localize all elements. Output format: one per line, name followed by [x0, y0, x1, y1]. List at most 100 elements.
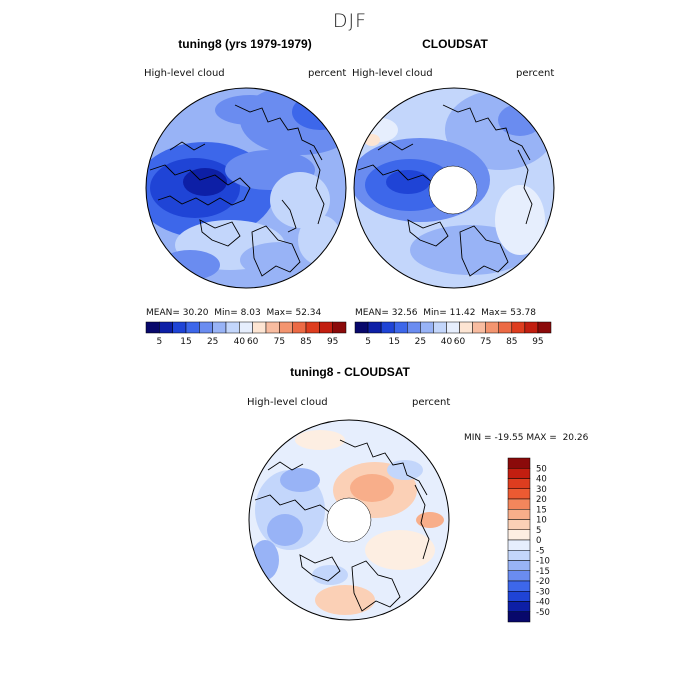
colorbar-3-tick-label: 0	[536, 536, 541, 546]
colorbar-2-swatch	[446, 321, 460, 334]
colorbar-2-swatch	[459, 321, 473, 334]
colorbar-2-swatch	[420, 321, 434, 334]
colorbar-3-tick-label: -5	[536, 546, 544, 556]
colorbar-3-tick-label: -20	[536, 577, 550, 587]
panel-3-title: tuning8 - CLOUDSAT	[290, 365, 410, 379]
panel-2-max-label: Max=	[481, 308, 508, 318]
colorbar-1-swatch	[332, 321, 347, 334]
panel-1-max-label: Max=	[266, 308, 293, 318]
colorbar-1-swatch	[185, 321, 200, 334]
colorbar-1-swatch	[199, 321, 213, 334]
panel-2-min-value: 11.42	[449, 308, 476, 318]
colorbar-3-tick-label: 10	[536, 516, 547, 526]
colorbar-1-tick-label: 15	[180, 337, 191, 347]
colorbar-2-tick-label: 85	[506, 337, 517, 347]
panel-3-min-value: -19.55	[494, 433, 524, 443]
panel-2-min-label: Min=	[423, 308, 447, 318]
colorbar-3-tick-label: -10	[536, 557, 550, 567]
colorbar-2-swatch	[524, 321, 539, 334]
colorbar-3-swatch	[507, 519, 531, 530]
panel-2-mean-label: MEAN=	[355, 308, 389, 318]
colorbar-3-swatch	[507, 601, 531, 612]
panel-3-variable-label: High-level cloud	[247, 397, 328, 408]
colorbar-2-tick-label: 60	[454, 337, 466, 347]
panel-1-mean-label: MEAN=	[146, 308, 180, 318]
colorbar-1-tick-label: 95	[327, 337, 338, 347]
colorbar-1-swatch	[212, 321, 227, 334]
colorbar-2-tick-label: 95	[532, 337, 543, 347]
map-panel-1	[145, 87, 347, 289]
panel-2-units-label: percent	[516, 68, 555, 79]
colorbar-2-swatch	[472, 321, 486, 334]
colorbar-3-tick-label: 20	[536, 495, 547, 505]
colorbar-panel-1: 5 15 25 40 60 75 85 95	[145, 321, 347, 347]
colorbar-3-swatch	[507, 509, 531, 520]
colorbar-1-tick-label: 85	[300, 337, 311, 347]
colorbar-2-swatch	[485, 321, 499, 334]
panel-2-title: CLOUDSAT	[422, 37, 488, 51]
colorbar-3-swatch	[507, 539, 531, 551]
colorbar-1-swatch	[172, 321, 187, 334]
panel-1-max-value: 52.34	[295, 308, 322, 318]
colorbar-2-swatch	[354, 321, 369, 334]
colorbar-1-tick-label: 40	[234, 337, 246, 347]
colorbar-3-tick-label: -15	[536, 567, 550, 577]
colorbar-2-tick-label: 15	[388, 337, 399, 347]
panel-3-max-label: MAX =	[526, 433, 557, 443]
map-panel-3	[248, 419, 450, 621]
panel-2-stats: MEAN= 32.56 Min= 11.42 Max= 53.78	[355, 308, 536, 318]
colorbar-1-tick-label: 25	[207, 337, 218, 347]
colorbar-3-swatch	[507, 580, 531, 592]
colorbar-2-swatch	[367, 321, 382, 334]
season-title: DJF	[332, 10, 368, 32]
panel-1-mean-value: 30.20	[182, 308, 209, 318]
colorbar-3-tick-label: 5	[536, 526, 541, 536]
colorbar-1-tick-label: 5	[156, 337, 162, 347]
colorbar-3-tick-label: 30	[536, 485, 547, 495]
colorbar-2-swatch	[537, 321, 552, 334]
panel-3-units-label: percent	[412, 397, 451, 408]
colorbar-1-swatch	[252, 321, 267, 334]
colorbar-3-tick-label: 50	[536, 464, 547, 474]
colorbar-1-swatch	[319, 321, 333, 334]
colorbar-3-swatch	[507, 560, 531, 571]
colorbar-1-swatch	[159, 321, 173, 334]
colorbar-3-tick-label: -40	[536, 598, 550, 608]
colorbar-3-swatch	[507, 611, 531, 623]
colorbar-1-swatch	[305, 321, 320, 334]
colorbar-2-swatch	[380, 321, 395, 334]
panel-1-variable-label: High-level cloud	[144, 68, 225, 79]
colorbar-1-swatch	[292, 321, 307, 334]
panel-2-max-value: 53.78	[510, 308, 536, 318]
colorbar-3-tick-label: 40	[536, 475, 547, 485]
colorbar-3-swatch	[507, 478, 531, 489]
colorbar-1-swatch	[145, 321, 160, 334]
colorbar-3-tick-label: -30	[536, 587, 550, 597]
colorbar-1-swatch	[265, 321, 280, 334]
colorbar-3-tick-label: 15	[536, 505, 547, 515]
panel-2-mean-value: 32.56	[391, 308, 418, 318]
colorbar-1-swatch	[239, 321, 253, 334]
colorbar-2-swatch	[407, 321, 421, 334]
colorbar-2-swatch	[393, 321, 408, 334]
colorbar-3-tick-label: -50	[536, 608, 550, 618]
map-panel-2	[353, 87, 555, 289]
panel-3-min-label: MIN =	[464, 433, 492, 443]
colorbar-1-swatch	[279, 321, 293, 334]
colorbar-3-swatch	[507, 591, 531, 602]
colorbar-2-swatch	[498, 321, 513, 334]
colorbar-3-swatch	[507, 570, 531, 582]
colorbar-2-tick-label: 40	[441, 337, 453, 347]
colorbar-2-tick-label: 25	[415, 337, 426, 347]
colorbar-2-tick-label: 75	[480, 337, 491, 347]
colorbar-3-swatch	[507, 550, 531, 561]
panel-1-units-label: percent	[308, 68, 347, 79]
panel-3-stats: MIN = -19.55 MAX = 20.26	[464, 433, 588, 443]
panel-1-min-label: Min=	[214, 308, 238, 318]
colorbar-3-swatch	[507, 498, 531, 510]
colorbar-3-swatch	[507, 457, 531, 469]
colorbar-2-swatch	[433, 321, 447, 334]
colorbar-2-tick-label: 5	[365, 337, 371, 347]
colorbar-1-tick-label: 60	[247, 337, 259, 347]
